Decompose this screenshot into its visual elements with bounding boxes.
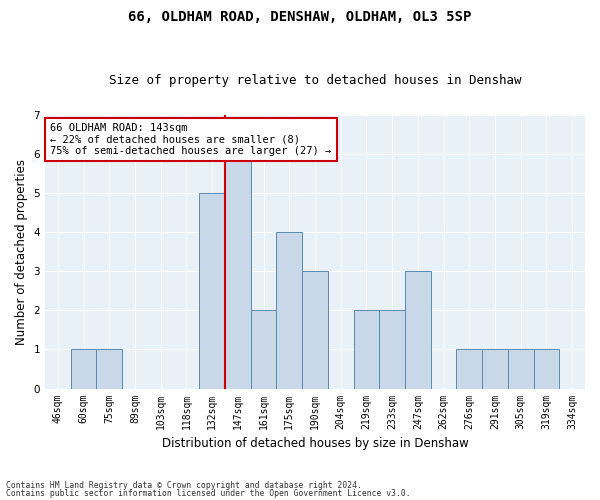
Bar [302, 271, 328, 388]
Text: 66, OLDHAM ROAD, DENSHAW, OLDHAM, OL3 5SP: 66, OLDHAM ROAD, DENSHAW, OLDHAM, OL3 5S… [128, 10, 472, 24]
Bar [71, 350, 97, 389]
Text: Contains HM Land Registry data © Crown copyright and database right 2024.: Contains HM Land Registry data © Crown c… [6, 481, 362, 490]
Bar [97, 350, 122, 389]
Text: 66 OLDHAM ROAD: 143sqm
← 22% of detached houses are smaller (8)
75% of semi-deta: 66 OLDHAM ROAD: 143sqm ← 22% of detached… [50, 123, 332, 156]
Bar [199, 193, 225, 388]
Bar [277, 232, 302, 388]
Bar [533, 350, 559, 389]
Bar [508, 350, 533, 389]
Bar [353, 310, 379, 388]
Bar [405, 271, 431, 388]
Bar [225, 154, 251, 388]
Bar [251, 310, 277, 388]
Text: Contains public sector information licensed under the Open Government Licence v3: Contains public sector information licen… [6, 488, 410, 498]
Title: Size of property relative to detached houses in Denshaw: Size of property relative to detached ho… [109, 74, 521, 87]
Bar [379, 310, 405, 388]
X-axis label: Distribution of detached houses by size in Denshaw: Distribution of detached houses by size … [161, 437, 469, 450]
Bar [482, 350, 508, 389]
Y-axis label: Number of detached properties: Number of detached properties [15, 158, 28, 344]
Bar [457, 350, 482, 389]
